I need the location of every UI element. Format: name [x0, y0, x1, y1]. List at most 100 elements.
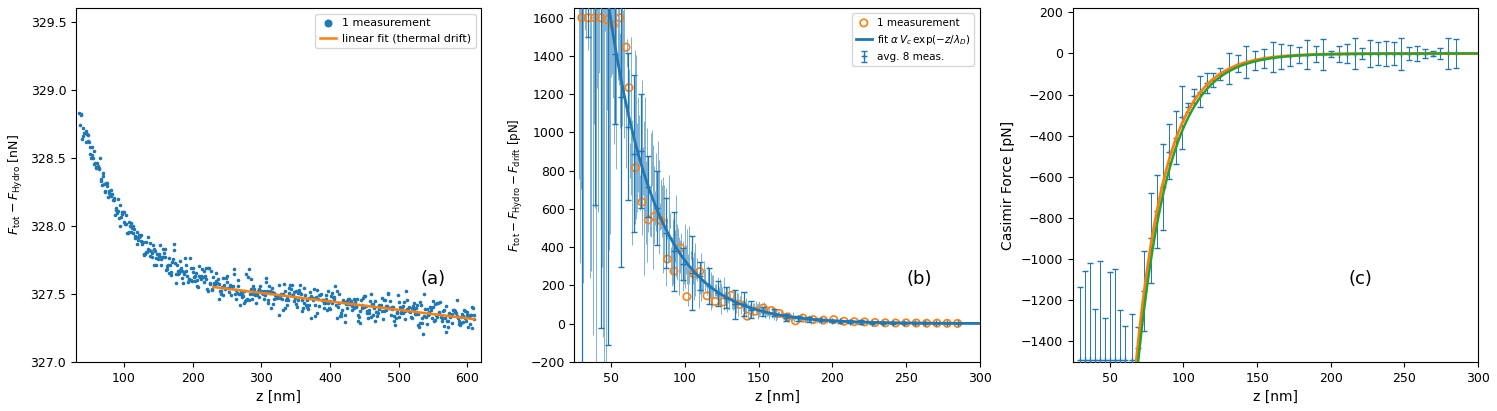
1 measurement [326, 304, 350, 310]
1 measurement [391, 302, 415, 309]
1 measurement [154, 263, 178, 269]
1 measurement [436, 324, 460, 330]
1 measurement [166, 268, 190, 275]
1 measurement [237, 266, 260, 272]
1 measurement [145, 256, 169, 262]
1 measurement [228, 291, 251, 298]
1 measurement [376, 303, 400, 309]
1 measurement [371, 316, 395, 323]
1 measurement [394, 307, 418, 314]
1 measurement [322, 293, 346, 300]
1 measurement [445, 310, 469, 316]
1 measurement [235, 297, 259, 303]
1 measurement [138, 252, 162, 259]
1 measurement [457, 324, 481, 331]
1 measurement [388, 304, 412, 311]
1 measurement [440, 319, 464, 326]
1 measurement [397, 303, 421, 310]
1 measurement [385, 309, 409, 315]
1 measurement [243, 292, 266, 298]
1 measurement [325, 288, 349, 295]
1 measurement [358, 306, 382, 313]
1 measurement [278, 286, 302, 292]
1 measurement [419, 305, 443, 312]
1 measurement [389, 309, 413, 316]
1 measurement [421, 315, 445, 321]
1 measurement [570, 14, 594, 21]
1 measurement [460, 325, 484, 331]
1 measurement [428, 314, 452, 320]
1 measurement [289, 291, 313, 297]
1 measurement [253, 291, 277, 298]
1 measurement [448, 322, 472, 328]
1 measurement [359, 291, 383, 298]
1 measurement [415, 306, 439, 312]
1 measurement [362, 305, 386, 312]
1 measurement [244, 290, 268, 296]
1 measurement [266, 282, 290, 289]
1 measurement [78, 150, 102, 157]
1 measurement [150, 253, 174, 260]
1 measurement [304, 302, 328, 309]
1 measurement [106, 208, 130, 214]
1 measurement [132, 252, 156, 258]
1 measurement [186, 283, 210, 290]
1 measurement [413, 306, 437, 312]
1 measurement [249, 282, 272, 289]
1 measurement [344, 304, 368, 311]
1 measurement [117, 229, 141, 235]
1 measurement [413, 314, 437, 320]
1 measurement [711, 299, 735, 305]
1 measurement [319, 293, 343, 300]
1 measurement [293, 302, 317, 308]
1 measurement [391, 309, 415, 316]
1 measurement [156, 262, 180, 268]
1 measurement [70, 136, 94, 142]
1 measurement [257, 289, 281, 296]
1 measurement [237, 297, 260, 303]
1 measurement [695, 293, 719, 299]
1 measurement [422, 317, 446, 323]
1 measurement [290, 305, 314, 312]
1 measurement [183, 273, 207, 279]
1 measurement [268, 292, 292, 298]
1 measurement [284, 304, 308, 311]
1 measurement [385, 310, 409, 316]
1 measurement [314, 291, 338, 298]
1 measurement [843, 319, 867, 325]
1 measurement [418, 304, 442, 310]
1 measurement [162, 247, 186, 254]
1 measurement [254, 279, 278, 286]
1 measurement [425, 314, 449, 320]
1 measurement [373, 297, 397, 303]
1 measurement [263, 295, 287, 301]
1 measurement [437, 309, 461, 316]
1 measurement [310, 297, 334, 303]
Text: (c): (c) [1349, 270, 1373, 288]
1 measurement [73, 130, 97, 136]
1 measurement [223, 287, 247, 293]
1 measurement [108, 222, 132, 229]
1 measurement [401, 300, 425, 307]
1 measurement [246, 288, 269, 294]
1 measurement [106, 196, 130, 202]
1 measurement [127, 234, 151, 240]
1 measurement [174, 268, 198, 274]
1 measurement [379, 298, 403, 304]
1 measurement [91, 181, 115, 187]
fit $\alpha\,V_c\,\exp(-z/\lambda_D)$ [889, 321, 907, 326]
1 measurement [936, 320, 960, 327]
1 measurement [460, 304, 484, 310]
1 measurement [127, 231, 151, 238]
1 measurement [210, 284, 234, 291]
1 measurement [602, 22, 626, 29]
1 measurement [115, 229, 139, 236]
1 measurement [111, 209, 135, 215]
1 measurement [346, 317, 370, 324]
1 measurement [377, 305, 401, 312]
1 measurement [317, 305, 341, 312]
1 measurement [97, 188, 121, 194]
1 measurement [448, 320, 472, 327]
1 measurement [811, 317, 835, 323]
1 measurement [946, 320, 970, 327]
